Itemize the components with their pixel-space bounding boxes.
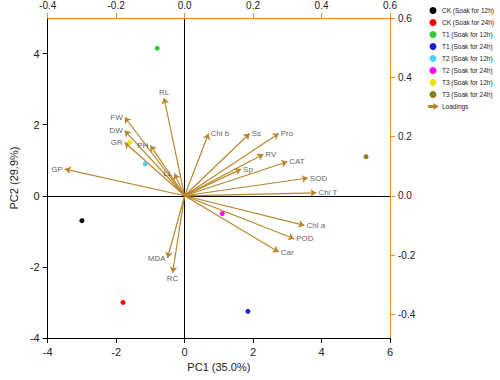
svg-text:LL: LL: [163, 169, 172, 178]
svg-text:Ss: Ss: [252, 129, 261, 138]
svg-text:CK (Soak for 12h): CK (Soak for 12h): [442, 7, 494, 15]
svg-text:0.6: 0.6: [383, 0, 397, 11]
svg-text:0.4: 0.4: [315, 0, 329, 11]
svg-text:T1 (Soak for 12h): T1 (Soak for 12h): [442, 31, 493, 39]
svg-text:FW: FW: [110, 113, 123, 122]
svg-text:PC1 (35.0%): PC1 (35.0%): [187, 361, 250, 373]
svg-text:0: 0: [34, 190, 40, 202]
svg-text:T1 (Soak for 24h): T1 (Soak for 24h): [442, 43, 493, 51]
svg-text:Chl T: Chl T: [318, 188, 337, 197]
svg-text:Chl a: Chl a: [306, 221, 325, 230]
svg-text:-4: -4: [43, 346, 53, 358]
svg-text:-2: -2: [111, 346, 121, 358]
svg-text:T2 (Soak for 12h): T2 (Soak for 12h): [442, 55, 493, 63]
svg-text:GP: GP: [51, 165, 63, 174]
svg-text:GR: GR: [111, 138, 123, 147]
svg-text:2: 2: [250, 346, 256, 358]
svg-text:DW: DW: [109, 126, 123, 135]
svg-text:RV: RV: [265, 150, 277, 159]
svg-text:PC2 (29.9%): PC2 (29.9%): [8, 147, 20, 210]
svg-text:Pro: Pro: [281, 129, 294, 138]
svg-text:0.4: 0.4: [398, 72, 412, 83]
svg-text:Car: Car: [281, 248, 294, 257]
svg-text:-4: -4: [30, 332, 40, 344]
svg-text:POD: POD: [296, 234, 314, 243]
svg-text:RL: RL: [159, 88, 170, 97]
svg-text:Chl b: Chl b: [211, 129, 230, 138]
svg-text:6: 6: [387, 346, 393, 358]
svg-text:CK (Soak for 24h): CK (Soak for 24h): [442, 19, 494, 27]
svg-text:SOD: SOD: [310, 174, 328, 183]
svg-text:4: 4: [34, 48, 40, 60]
svg-text:PH: PH: [137, 141, 148, 150]
svg-text:0.0: 0.0: [398, 190, 412, 201]
svg-text:Sp: Sp: [243, 165, 253, 174]
svg-text:MDA: MDA: [148, 254, 166, 263]
svg-text:0.2: 0.2: [398, 131, 412, 142]
svg-text:-0.2: -0.2: [108, 0, 126, 11]
svg-text:-0.4: -0.4: [39, 0, 57, 11]
svg-text:-0.2: -0.2: [398, 250, 416, 261]
svg-text:4: 4: [318, 346, 324, 358]
svg-text:-0.4: -0.4: [398, 309, 416, 320]
svg-text:Loadings: Loadings: [442, 103, 469, 111]
svg-text:0.2: 0.2: [246, 0, 260, 11]
svg-text:T2 (Soak for 24h): T2 (Soak for 24h): [442, 67, 493, 75]
svg-text:0.0: 0.0: [178, 0, 192, 11]
svg-text:0.6: 0.6: [398, 13, 412, 24]
svg-text:T3 (Soak for 24h): T3 (Soak for 24h): [442, 91, 493, 99]
svg-text:2: 2: [34, 119, 40, 131]
svg-text:CAT: CAT: [289, 157, 305, 166]
svg-text:RC: RC: [167, 274, 179, 283]
svg-text:T3 (Soak for 12h): T3 (Soak for 12h): [442, 79, 493, 87]
svg-text:-2: -2: [30, 261, 40, 273]
svg-text:0: 0: [182, 346, 188, 358]
